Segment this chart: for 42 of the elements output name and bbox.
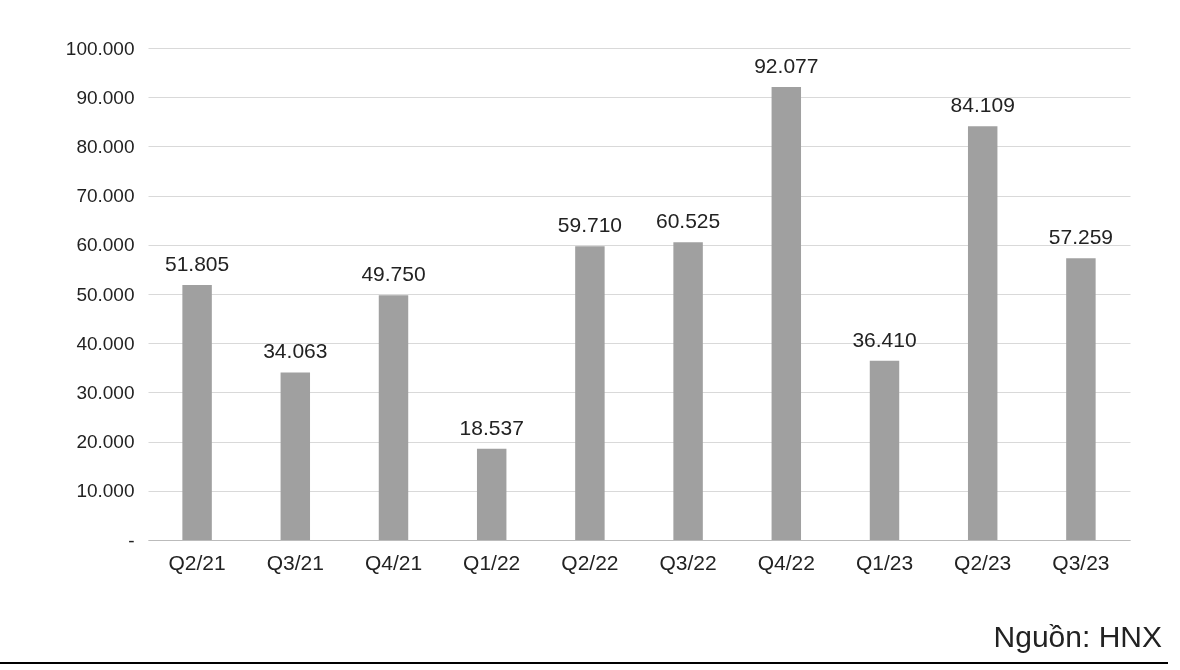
data-label: 49.750 bbox=[361, 262, 426, 286]
bar bbox=[575, 246, 605, 540]
y-tick-label: 10.000 bbox=[76, 480, 135, 502]
x-tick-label: Q1/22 bbox=[463, 550, 521, 574]
y-tick-label: 40.000 bbox=[76, 332, 135, 354]
data-label: 57.259 bbox=[1048, 225, 1114, 249]
data-label: 51.805 bbox=[164, 252, 230, 276]
bar bbox=[771, 86, 802, 540]
bar bbox=[673, 242, 703, 540]
y-tick-label: 70.000 bbox=[76, 185, 135, 207]
y-tick-label: - bbox=[128, 529, 135, 551]
bar bbox=[1066, 258, 1096, 540]
y-tick-label: 90.000 bbox=[76, 86, 135, 108]
data-label: 34.063 bbox=[263, 339, 328, 363]
data-label: 84.109 bbox=[950, 93, 1015, 117]
x-tick-label: Q4/22 bbox=[757, 550, 815, 574]
x-tick-label: Q2/22 bbox=[561, 550, 619, 574]
x-tick-label: Q3/23 bbox=[1052, 550, 1110, 574]
data-label: 59.710 bbox=[557, 213, 623, 237]
text: Nguồn: HNX bbox=[993, 620, 1162, 654]
y-tick-label: 30.000 bbox=[76, 381, 135, 403]
y-tick-label: 100.000 bbox=[65, 37, 135, 59]
data-label: 18.537 bbox=[459, 415, 524, 439]
x-tick-label: Q2/23 bbox=[954, 550, 1012, 574]
data-label: 36.410 bbox=[852, 327, 917, 351]
x-tick-label: Q4/21 bbox=[364, 550, 423, 574]
data-label: 60.525 bbox=[655, 209, 721, 233]
y-tick-label: 60.000 bbox=[76, 234, 135, 256]
x-tick-label: Q2/21 bbox=[168, 550, 226, 574]
x-tick-label: Q1/23 bbox=[855, 550, 914, 574]
x-tick-label: Q3/21 bbox=[266, 550, 324, 574]
bar bbox=[869, 360, 900, 540]
bar bbox=[378, 295, 409, 540]
data-label: 92.077 bbox=[754, 53, 819, 77]
bar bbox=[182, 285, 212, 540]
bar bbox=[967, 126, 998, 540]
bar bbox=[280, 372, 311, 540]
y-tick-label: 20.000 bbox=[76, 431, 135, 453]
y-tick-label: 50.000 bbox=[76, 283, 135, 305]
y-tick-label: 80.000 bbox=[76, 135, 135, 157]
x-tick-label: Q3/22 bbox=[659, 550, 717, 574]
bar bbox=[476, 448, 507, 540]
